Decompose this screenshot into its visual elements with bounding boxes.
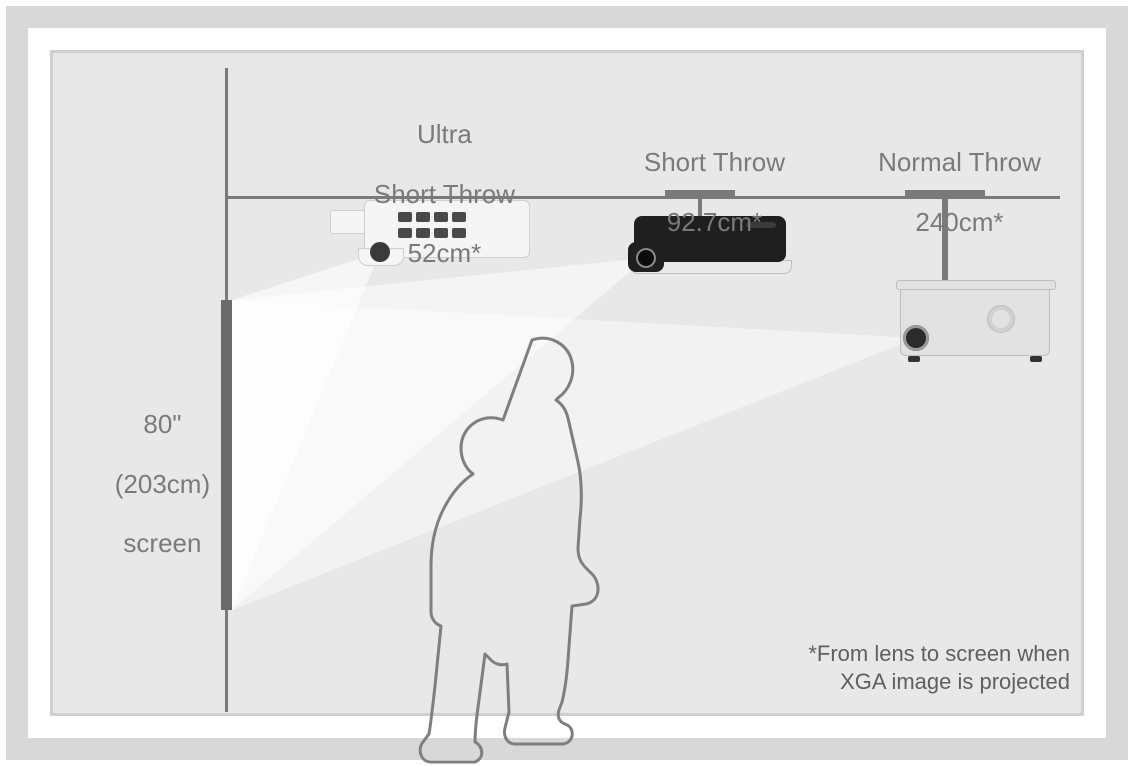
label-line: (203cm) [115,469,210,499]
label-line: Short Throw [644,147,785,177]
footnote-line: XGA image is projected [840,669,1070,694]
footnote-line: *From lens to screen when [808,641,1070,666]
label-line: Short Throw [374,179,515,209]
label-line: 92.7cm* [667,207,762,237]
label-line: 80" [143,409,181,439]
label-line: 240cm* [915,207,1003,237]
label-line: screen [123,528,201,558]
label-ultra-short-throw: Ultra Short Throw 52cm* [345,90,515,299]
label-line: Ultra [417,119,472,149]
label-screen-size: 80" (203cm) screen [86,380,210,589]
label-normal-throw: Normal Throw 240cm* [849,118,1041,267]
footnote: *From lens to screen when XGA image is p… [808,640,1070,695]
label-line: Normal Throw [878,147,1041,177]
diagram-stage: Ultra Short Throw 52cm* Short Throw 92.7… [0,0,1134,766]
label-short-throw: Short Throw 92.7cm* [615,118,785,267]
label-line: 52cm* [408,238,482,268]
